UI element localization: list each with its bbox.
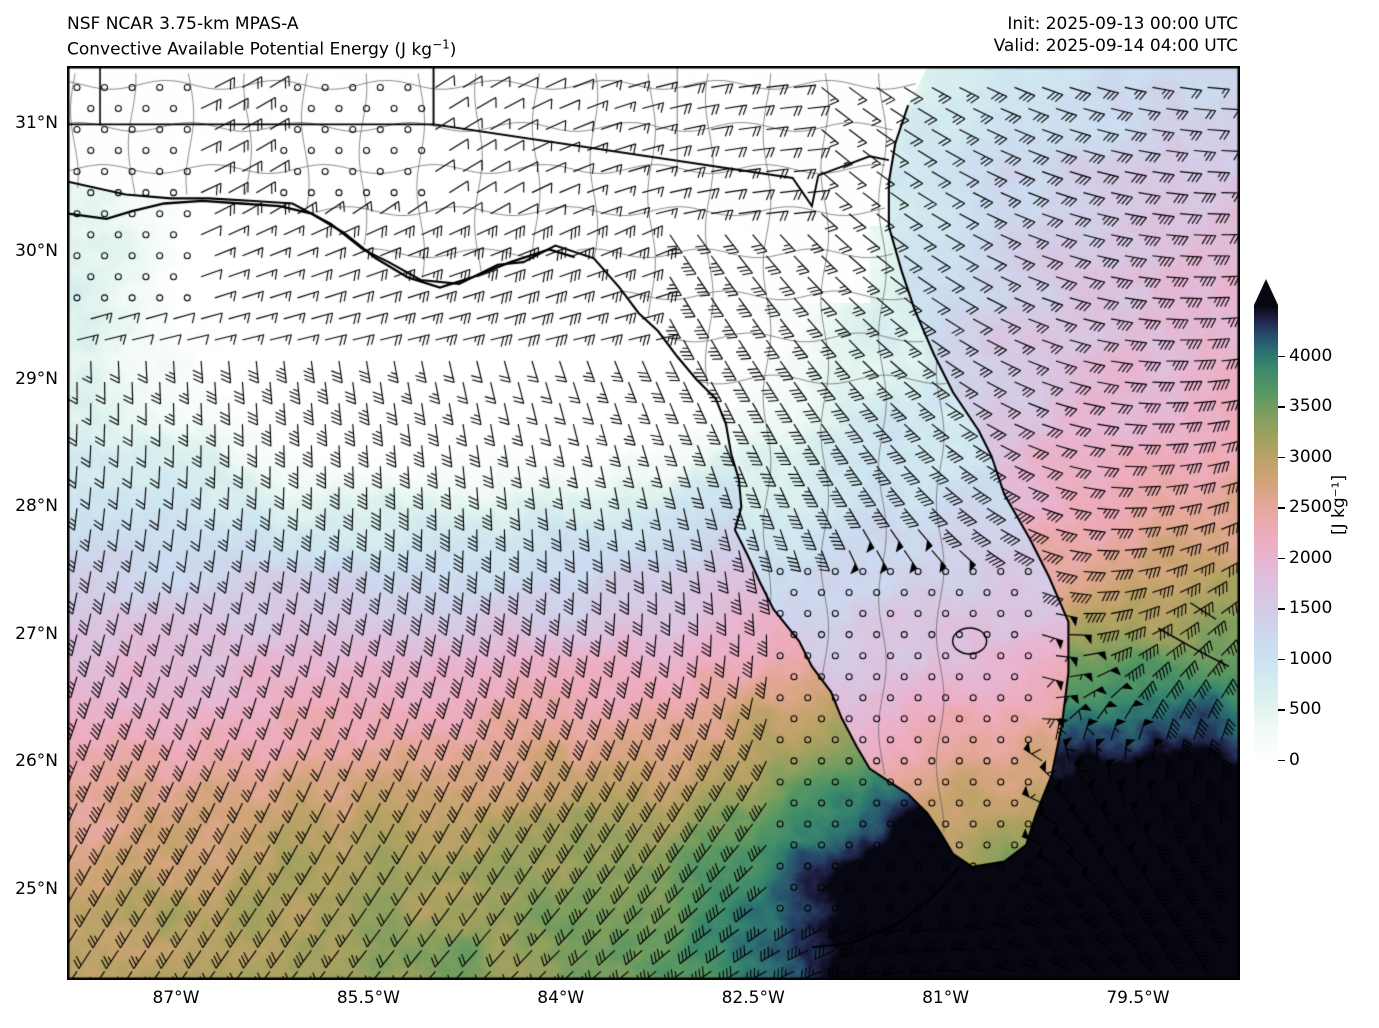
colorbar-tick-label: 3500	[1289, 396, 1333, 417]
longitude-tick-label: 87°W	[152, 988, 200, 1008]
colorbar-tick-label: 2000	[1289, 547, 1333, 568]
colorbar-tick-mark	[1278, 557, 1285, 560]
colorbar-tick-mark	[1278, 658, 1285, 661]
longitude-tick-label: 84°W	[537, 988, 585, 1008]
latitude-tick-label: 25°N	[15, 878, 58, 899]
latitude-tick-label: 28°N	[15, 496, 58, 517]
colorbar-gradient	[1254, 305, 1278, 760]
field-title-units: (J kg−1)	[388, 37, 457, 60]
longitude-tick-label: 79.5°W	[1106, 988, 1170, 1008]
longitude-tick-label: 81°W	[922, 988, 970, 1008]
colorbar-tick-label: 4000	[1289, 345, 1333, 366]
valid-time-label: Valid: 2025-09-14 04:00 UTC	[993, 36, 1238, 56]
latitude-tick-label: 26°N	[15, 751, 58, 772]
colorbar[interactable]	[1254, 279, 1278, 786]
model-title: NSF NCAR 3.75-km MPAS-A	[67, 14, 299, 34]
colorbar-tick-label: 0	[1289, 750, 1300, 770]
colorbar-extend-min	[1254, 760, 1278, 786]
colorbar-tick-mark	[1278, 507, 1285, 509]
latitude-tick-label: 29°N	[15, 368, 58, 389]
colorbar-tick-mark	[1278, 760, 1285, 762]
colorbar-tick-mark	[1278, 456, 1285, 459]
longitude-tick-label: 85.5°W	[336, 988, 400, 1008]
cape-field-canvas	[68, 67, 1239, 979]
latitude-tick-label: 27°N	[15, 623, 58, 644]
colorbar-tick-label: 2500	[1289, 497, 1333, 518]
colorbar-tick-mark	[1278, 709, 1285, 711]
colorbar-extend-max	[1254, 279, 1278, 305]
colorbar-tick-label: 1500	[1289, 598, 1333, 619]
longitude-tick-label: 82.5°W	[721, 988, 785, 1008]
latitude-tick-label: 30°N	[15, 240, 58, 261]
colorbar-tick-mark	[1278, 355, 1285, 357]
map-plot-area[interactable]	[67, 66, 1240, 980]
colorbar-axis-label: [J kg⁻¹]	[1329, 474, 1349, 535]
colorbar-tick-mark	[1278, 406, 1285, 408]
colorbar-tick-label: 3000	[1289, 446, 1333, 467]
field-title-text: Convective Available Potential Energy	[67, 39, 389, 60]
init-time-label: Init: 2025-09-13 00:00 UTC	[1007, 14, 1238, 34]
field-title: Convective Available Potential Energy (J…	[67, 38, 456, 59]
latitude-tick-label: 31°N	[15, 113, 58, 134]
colorbar-tick-label: 500	[1289, 699, 1322, 720]
colorbar-tick-label: 1000	[1289, 648, 1333, 669]
colorbar-tick-mark	[1278, 608, 1285, 610]
